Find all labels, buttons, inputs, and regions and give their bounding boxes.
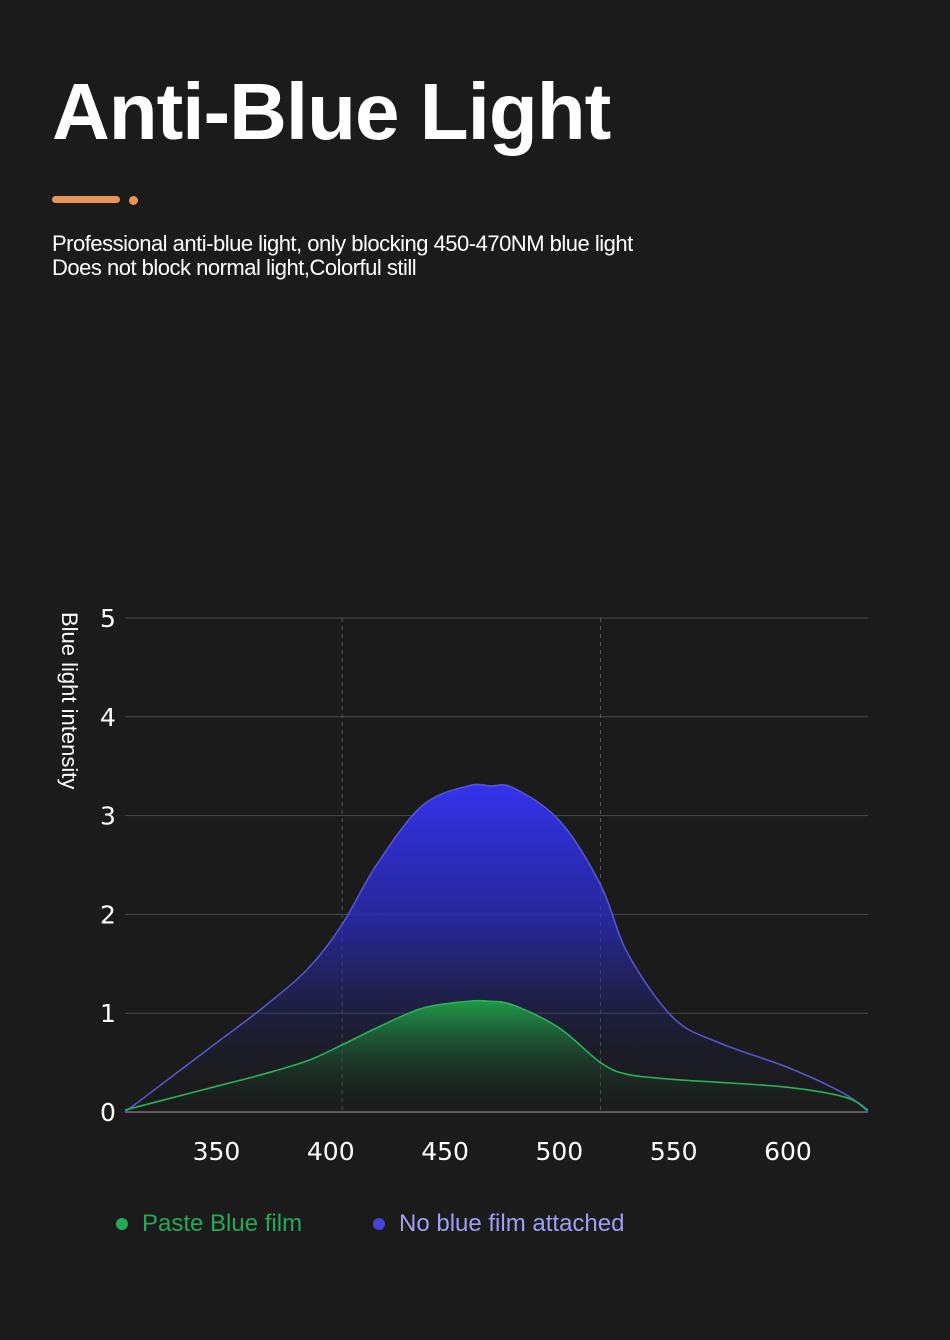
legend: Paste Blue film No blue film attached (0, 1210, 950, 1240)
series-line-paste-blue-film (124, 999, 869, 1111)
x-tick-label: 550 (650, 1137, 698, 1166)
subtitle-line-1: Professional anti-blue light, only block… (52, 231, 633, 256)
y-tick-label: 1 (100, 999, 116, 1028)
legend-dot-blue (373, 1218, 385, 1230)
y-tick-label: 5 (100, 604, 116, 633)
y-tick-label: 3 (100, 802, 116, 831)
legend-dot-green (116, 1218, 128, 1230)
legend-label: Paste Blue film (142, 1210, 303, 1237)
x-tick-label: 400 (307, 1137, 355, 1166)
page-title: Anti-Blue Light (52, 67, 611, 156)
legend-item-paste-blue-film: Paste Blue film (116, 1210, 302, 1238)
series-line-no-blue-film (124, 783, 869, 1113)
x-tick-label: 350 (193, 1137, 241, 1166)
x-tick-label: 450 (421, 1137, 469, 1166)
y-axis-label: Blue light intensity (57, 612, 82, 789)
y-tick-label: 0 (100, 1098, 116, 1127)
x-tick-label: 500 (536, 1137, 584, 1166)
x-tick-label: 600 (764, 1137, 812, 1166)
legend-label: No blue film attached (399, 1210, 625, 1237)
accent-dot (129, 196, 138, 205)
subtitle-line-2: Does not block normal light,Colorful sti… (52, 255, 417, 280)
legend-item-no-blue-film: No blue film attached (373, 1210, 624, 1238)
series-area-paste-blue-film (125, 1000, 868, 1112)
series-area-no-blue-film (125, 784, 868, 1112)
subtitle: Professional anti-blue light, only block… (52, 232, 633, 280)
y-tick-label: 4 (100, 703, 116, 732)
accent-bar (52, 196, 120, 203)
y-tick-label: 2 (100, 900, 116, 929)
